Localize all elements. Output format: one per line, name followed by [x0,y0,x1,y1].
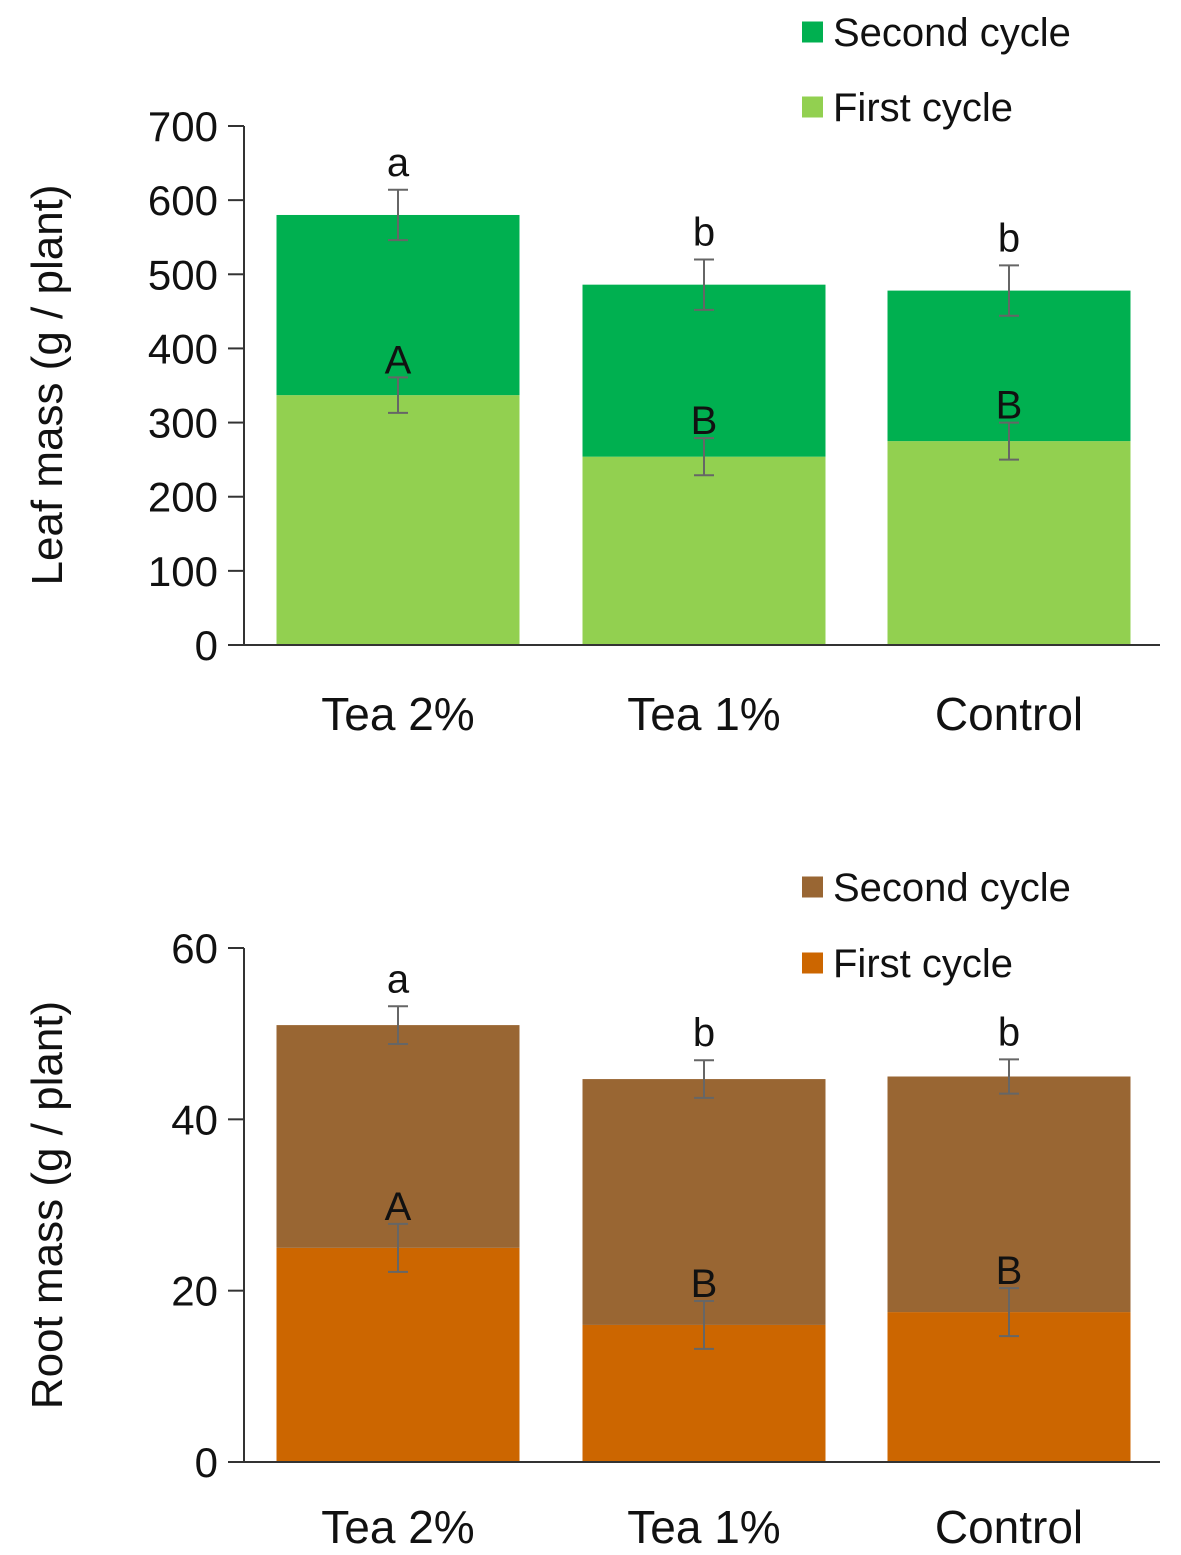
root-significance-letter-first-cycle: B [996,1249,1023,1293]
root-x-tick-label: Tea 2% [321,1501,474,1553]
leaf-legend-swatch-first-cycle [802,96,823,118]
leaf-x-tick-label: Tea 1% [627,688,780,740]
leaf-y-tick-label: 300 [148,400,218,447]
root-x-tick-label: Control [935,1501,1083,1553]
leaf-y-tick-label: 600 [148,177,218,224]
leaf-y-tick-label: 100 [148,548,218,595]
root-bar-second-cycle [582,1079,826,1325]
root-y-axis-title: Root mass (g / plant) [23,1001,72,1409]
root-bar-first-cycle [276,1247,520,1462]
leaf-legend-swatch-second-cycle [802,21,823,43]
leaf-x-tick-label: Tea 2% [321,688,474,740]
leaf-y-tick-label: 200 [148,474,218,521]
leaf-significance-letter-first-cycle: A [385,338,412,382]
root-significance-letter-second-cycle: b [998,1010,1020,1054]
root-mass-chart: 0 20 40 60 Tea 2% Tea 1% Control Root mass (g /… [23,866,1160,1553]
leaf-bar-second-cycle [276,214,520,396]
root-significance-letter-first-cycle: B [691,1262,718,1306]
root-y-tick-label: 20 [171,1268,218,1315]
leaf-significance-letter-second-cycle: a [387,141,410,185]
leaf-y-tick-label: 0 [195,622,218,669]
leaf-significance-letter-second-cycle: b [998,216,1020,260]
root-significance-letter-second-cycle: b [693,1011,715,1055]
leaf-legend-label-second-cycle: Second cycle [833,11,1071,55]
leaf-y-tick-label: 400 [148,325,218,372]
leaf-significance-letter-second-cycle: b [693,210,715,254]
leaf-bar-first-cycle [582,456,826,645]
root-y-tick-label: 40 [171,1096,218,1143]
leaf-bar-second-cycle [582,284,826,457]
root-legend-swatch-second-cycle [802,876,823,898]
leaf-y-tick-label: 500 [148,251,218,298]
root-y-tick-label: 60 [171,925,218,972]
leaf-bar-first-cycle [887,441,1131,645]
leaf-legend-label-first-cycle: First cycle [833,86,1013,130]
leaf-mass-chart: 0 100 200 300 400 500 600 700 Tea 2% Tea 1% Contro… [23,11,1160,740]
leaf-significance-letter-first-cycle: B [996,384,1023,428]
root-significance-letter-second-cycle: a [387,957,410,1001]
root-significance-letter-first-cycle: A [385,1185,412,1229]
leaf-bar-first-cycle [276,395,520,645]
leaf-y-tick-label: 700 [148,103,218,150]
root-x-tick-label: Tea 1% [627,1501,780,1553]
root-legend-label-first-cycle: First cycle [833,942,1013,986]
leaf-y-axis-title: Leaf mass (g / plant) [23,184,72,585]
root-y-tick-label: 0 [195,1439,218,1486]
root-legend-swatch-first-cycle [802,952,823,974]
leaf-x-tick-label: Control [935,688,1083,740]
root-legend-label-second-cycle: Second cycle [833,866,1071,910]
leaf-significance-letter-first-cycle: B [691,399,718,443]
root-bar-second-cycle [276,1025,520,1248]
root-bar-second-cycle [887,1076,1131,1313]
